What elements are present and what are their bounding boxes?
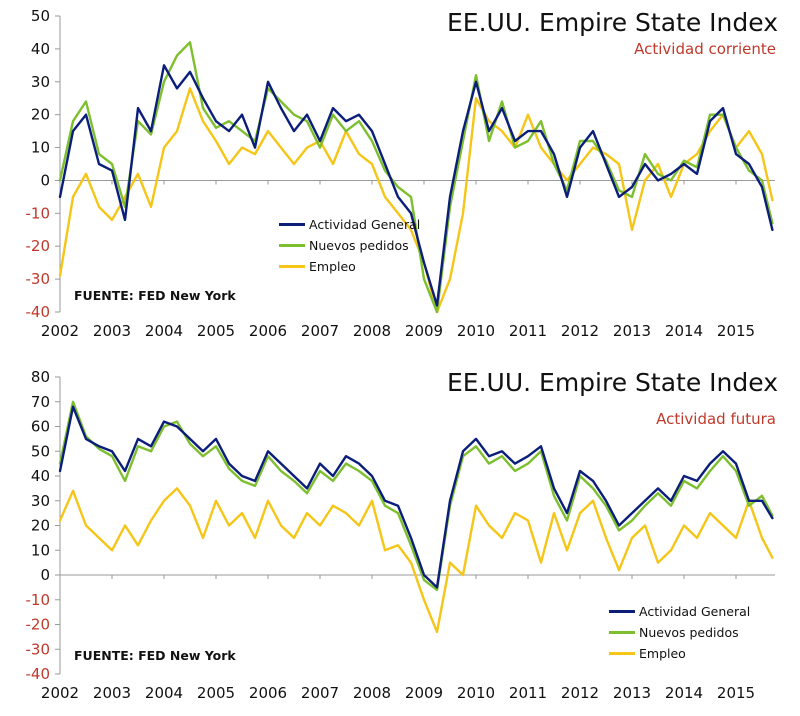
legend-swatch <box>609 631 635 634</box>
chart-title: EE.UU. Empire State Index <box>447 368 778 397</box>
y-tick-label: 20 <box>31 106 50 124</box>
y-tick-label: 10 <box>31 139 50 157</box>
y-tick-label: 20 <box>31 517 50 535</box>
x-tick-label: 2003 <box>93 684 131 702</box>
x-tick-label: 2007 <box>301 322 339 340</box>
legend-label: Empleo <box>309 259 356 274</box>
legend-item: Empleo <box>609 643 750 664</box>
x-tick-label: 2002 <box>41 684 79 702</box>
legend-swatch <box>609 610 635 613</box>
legend-label: Nuevos pedidos <box>309 238 409 253</box>
legend-swatch <box>279 223 305 226</box>
legend-swatch <box>609 652 635 655</box>
legend: Actividad General Nuevos pedidos Empleo <box>279 214 420 277</box>
y-tick-label: 50 <box>31 7 50 25</box>
source-note: FUENTE: FED New York <box>74 648 236 663</box>
y-tick-label: 50 <box>31 442 50 460</box>
x-tick-label: 2015 <box>717 684 755 702</box>
y-tick-label: 60 <box>31 418 50 436</box>
y-tick-label: 80 <box>31 368 50 386</box>
y-tick-label: -30 <box>26 270 51 288</box>
x-tick-label: 2014 <box>665 322 703 340</box>
x-tick-label: 2007 <box>301 684 339 702</box>
x-tick-label: 2015 <box>717 322 755 340</box>
series-line <box>58 64 774 307</box>
legend-item: Actividad General <box>279 214 420 235</box>
x-tick-label: 2008 <box>353 322 391 340</box>
y-tick-label: 40 <box>31 467 50 485</box>
series-line <box>58 405 774 589</box>
legend-item: Actividad General <box>609 601 750 622</box>
x-tick-label: 2009 <box>405 684 443 702</box>
x-tick-label: 2002 <box>41 322 79 340</box>
x-tick-label: 2013 <box>613 684 651 702</box>
x-tick-label: 2009 <box>405 322 443 340</box>
source-note: FUENTE: FED New York <box>74 288 236 303</box>
legend-label: Actividad General <box>639 604 751 619</box>
legend-label: Actividad General <box>309 217 421 232</box>
x-tick-label: 2003 <box>93 322 131 340</box>
x-tick-label: 2008 <box>353 684 391 702</box>
chart-actividad-futura: 80 70 60 50 40 30 20 10 0 -10 -20 -30 -40 2002 2003 200… <box>0 356 800 712</box>
y-tick-label: 0 <box>40 566 50 584</box>
y-tick-label: -10 <box>26 204 51 222</box>
legend: Actividad General Nuevos pedidos Empleo <box>609 601 750 664</box>
x-tick-label: 2011 <box>509 322 547 340</box>
chart-title: EE.UU. Empire State Index <box>447 8 778 37</box>
legend-label: Empleo <box>639 646 686 661</box>
legend-item: Nuevos pedidos <box>279 235 420 256</box>
y-tick-label: -20 <box>26 616 51 634</box>
x-tick-label: 2012 <box>561 322 599 340</box>
x-tick-label: 2006 <box>249 684 287 702</box>
x-tick-label: 2004 <box>145 322 183 340</box>
y-tick-label: 70 <box>31 393 50 411</box>
legend-label: Nuevos pedidos <box>639 625 739 640</box>
legend-item: Empleo <box>279 256 420 277</box>
chart-actividad-corriente: 50 40 30 20 10 0 -10 -20 -30 -40 2002 2003 2004 2005 2… <box>0 0 800 346</box>
x-tick-label: 2013 <box>613 322 651 340</box>
legend-swatch <box>279 265 305 268</box>
x-tick-label: 2005 <box>197 684 235 702</box>
y-tick-label: -20 <box>26 237 51 255</box>
x-tick-label: 2006 <box>249 322 287 340</box>
x-tick-label: 2010 <box>457 322 495 340</box>
y-tick-label: -40 <box>26 303 51 321</box>
series-line <box>58 87 774 314</box>
y-tick-label: -30 <box>26 640 51 658</box>
legend-swatch <box>279 244 305 247</box>
chart-subtitle: Actividad corriente <box>634 40 776 58</box>
series-line <box>58 487 774 634</box>
y-tick-label: 10 <box>31 541 50 559</box>
legend-item: Nuevos pedidos <box>609 622 750 643</box>
x-tick-label: 2005 <box>197 322 235 340</box>
x-tick-label: 2014 <box>665 684 703 702</box>
y-tick-label: -40 <box>26 665 51 683</box>
y-tick-label: 40 <box>31 40 50 58</box>
chart-subtitle: Actividad futura <box>656 410 776 428</box>
x-tick-label: 2010 <box>457 684 495 702</box>
x-tick-label: 2004 <box>145 684 183 702</box>
series-line <box>58 400 774 592</box>
y-tick-label: 0 <box>40 171 50 189</box>
y-tick-label: 30 <box>31 73 50 91</box>
x-tick-label: 2011 <box>509 684 547 702</box>
x-tick-label: 2012 <box>561 684 599 702</box>
y-tick-label: -10 <box>26 591 51 609</box>
y-tick-label: 30 <box>31 492 50 510</box>
